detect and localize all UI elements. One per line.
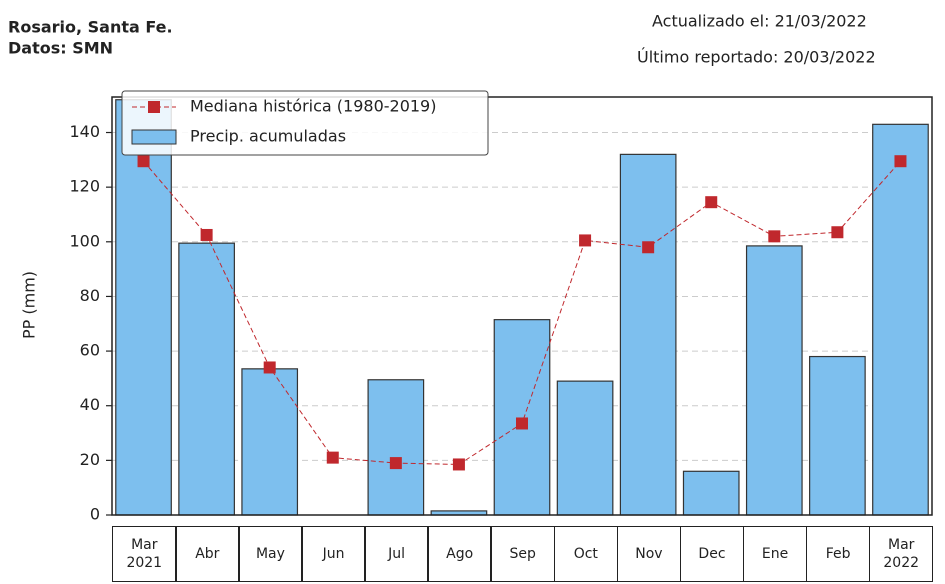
y-tick-label: 100	[69, 231, 100, 250]
x-tick-label: Jul	[364, 526, 429, 582]
median-marker	[452, 458, 465, 471]
bar	[809, 355, 866, 516]
median-marker	[705, 196, 718, 209]
y-tick-label: 20	[80, 450, 100, 469]
legend-marker	[148, 101, 160, 113]
y-tick-label: 60	[80, 341, 100, 360]
y-tick-label: 120	[69, 177, 100, 196]
median-marker	[200, 228, 213, 241]
median-marker	[137, 155, 150, 168]
x-tick-label: Oct	[553, 526, 619, 582]
y-tick-label: 80	[80, 286, 100, 305]
x-tick-label: Mar 2022	[868, 526, 934, 582]
legend-box	[121, 90, 489, 156]
bar	[619, 153, 677, 516]
x-tick-label: Mar 2021	[112, 526, 177, 582]
bar	[872, 123, 929, 516]
median-marker	[768, 230, 781, 243]
median-marker	[516, 417, 528, 430]
median-marker	[579, 234, 592, 247]
x-tick-label: Abr	[175, 526, 240, 582]
source: Datos: SMN	[8, 39, 113, 58]
bar	[556, 380, 614, 516]
plot-frame	[111, 96, 933, 516]
legend-label: Mediana histórica (1980-2019)	[190, 97, 436, 116]
x-tick-label: Ago	[427, 526, 492, 582]
median-marker	[326, 451, 339, 464]
x-tick-label: Sep	[490, 526, 556, 582]
bar	[178, 242, 235, 516]
x-tick-label: Nov	[616, 526, 682, 582]
median-marker	[831, 226, 844, 239]
bar	[493, 319, 551, 516]
y-axis-label: PP (mm)	[20, 271, 39, 339]
y-tick-label: 0	[90, 505, 100, 524]
location: Rosario, Santa Fe.	[8, 18, 173, 37]
median-marker	[389, 457, 402, 470]
x-tick-label: Ene	[742, 526, 808, 582]
x-tick-label: Dec	[679, 526, 745, 582]
median-marker	[263, 361, 276, 374]
updated: Actualizado el: 21/03/2022	[652, 12, 867, 31]
y-tick-label: 140	[69, 122, 100, 141]
x-tick-label: May	[238, 526, 303, 582]
x-tick-label: Feb	[805, 526, 871, 582]
legend-patch	[131, 129, 177, 145]
bar	[745, 245, 803, 516]
x-tick-label: Jun	[301, 526, 366, 582]
last-reported: Último reportado: 20/03/2022	[637, 48, 876, 67]
bar	[367, 379, 425, 516]
median-marker	[894, 155, 907, 168]
y-tick-label: 40	[80, 395, 100, 414]
legend-label: Precip. acumuladas	[190, 127, 346, 146]
bar	[682, 470, 740, 516]
median-marker	[642, 241, 655, 254]
bar	[241, 368, 299, 516]
